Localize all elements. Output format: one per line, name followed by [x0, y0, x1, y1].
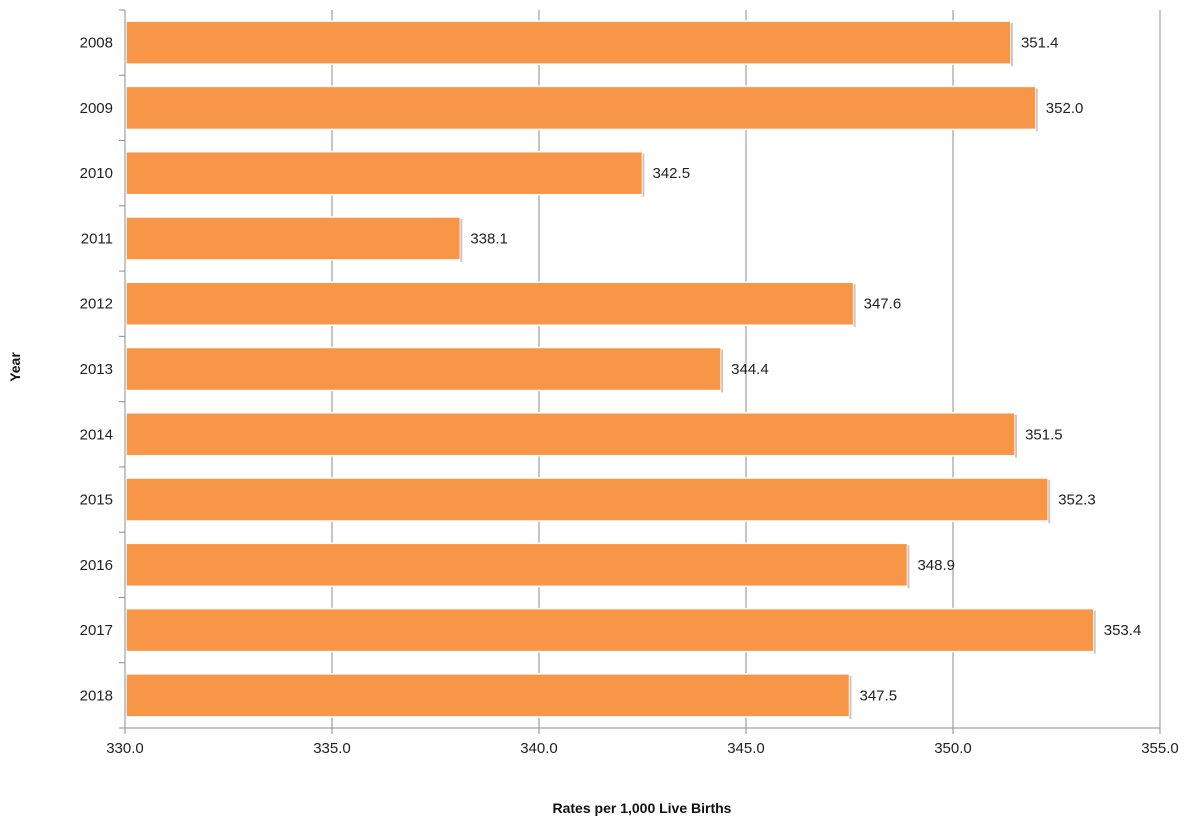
bar-shadow	[907, 545, 910, 589]
y-tick-label: 2010	[80, 165, 113, 182]
x-tick-label: 345.0	[727, 740, 765, 757]
bar-2018	[125, 673, 851, 718]
bar-2011	[125, 216, 462, 261]
bar-2015	[125, 477, 1049, 522]
bar-2014	[125, 412, 1016, 457]
data-label: 348.9	[917, 557, 955, 574]
bar-2012	[125, 281, 855, 326]
bar-shadow	[721, 349, 724, 393]
bar-shadow	[642, 153, 645, 197]
y-tick-label: 2018	[80, 687, 113, 704]
y-tick-label: 2013	[80, 361, 113, 378]
bar-shadow	[1010, 23, 1013, 67]
data-labels: 351.4 352.0 342.5 338.1 347.6 344.4 351.5 352.3…	[470, 35, 1141, 705]
data-label: 351.4	[1021, 35, 1059, 52]
bar-2008	[125, 20, 1012, 65]
bar-shadow	[1093, 610, 1096, 654]
data-label: 352.3	[1058, 492, 1096, 509]
y-tick-label: 2016	[80, 557, 113, 574]
data-label: 351.5	[1025, 426, 1063, 443]
data-label: 342.5	[653, 165, 691, 182]
y-tick-label: 2011	[81, 230, 113, 247]
bar-2010	[125, 150, 644, 196]
bar-shadow	[1035, 88, 1038, 132]
x-tick-label: 330.0	[106, 740, 144, 757]
bar-2017	[125, 607, 1095, 653]
data-label: 347.5	[860, 687, 898, 704]
data-label: 352.0	[1046, 100, 1084, 117]
bar-2016	[125, 542, 909, 588]
bar-2009	[125, 85, 1037, 131]
y-tick-label: 2008	[80, 35, 113, 52]
data-label: 338.1	[470, 230, 508, 247]
x-tick-label: 350.0	[934, 740, 972, 757]
y-tick-label: 2015	[80, 492, 113, 509]
bar-2013	[125, 346, 722, 392]
y-tick-label: 2012	[80, 296, 113, 313]
axes	[119, 9, 1161, 734]
x-tick-labels: 330.0 335.0 340.0 345.0 350.0 355.0	[106, 740, 1179, 757]
data-label: 344.4	[731, 361, 769, 378]
data-label: 353.4	[1104, 622, 1142, 639]
bar-shadow	[853, 284, 856, 328]
y-tick-label: 2009	[80, 100, 113, 117]
bar-shadow	[1015, 414, 1018, 458]
bar-shadow	[849, 675, 852, 719]
x-axis-title: Rates per 1,000 Live Births	[553, 800, 732, 816]
y-tick-label: 2014	[80, 426, 113, 443]
y-tick-label: 2017	[80, 622, 113, 639]
bars	[125, 20, 1096, 719]
bar-shadow	[1048, 480, 1051, 524]
data-label: 347.6	[864, 296, 902, 313]
y-tick-labels: 2008 2009 2010 2011 2012 2013 2014 2015 2016 2017…	[80, 35, 113, 705]
x-tick-label: 340.0	[520, 740, 558, 757]
y-axis-title: Year	[7, 352, 23, 382]
x-tick-label: 335.0	[313, 740, 351, 757]
x-tick-label: 355.0	[1141, 740, 1179, 757]
bar-shadow	[460, 218, 463, 262]
